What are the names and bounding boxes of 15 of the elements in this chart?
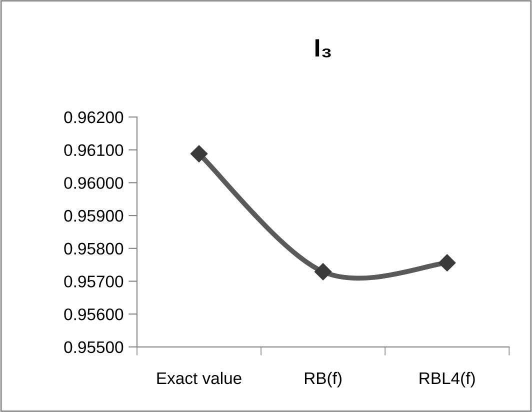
- y-tick-label: 0.95500: [64, 341, 124, 354]
- y-tick-label: 0.96100: [64, 144, 124, 156]
- x-tick-label: RBL4(f): [420, 372, 475, 388]
- chart-title: I₃: [315, 39, 331, 58]
- y-tick-label: 0.96200: [64, 111, 124, 124]
- point: [190, 145, 208, 162]
- y-tick-label: 0.95900: [64, 210, 124, 222]
- y-tick-label: 0.95600: [64, 308, 124, 320]
- y-tick-label: 0.96000: [64, 177, 124, 189]
- x-tick-label: RB(f): [304, 372, 342, 388]
- point: [438, 254, 456, 272]
- y-tick-label: 0.95700: [64, 276, 124, 288]
- x-tick-label: Exact value: [157, 372, 242, 384]
- y-tick-label: 0.95800: [64, 242, 124, 255]
- point: [314, 263, 332, 280]
